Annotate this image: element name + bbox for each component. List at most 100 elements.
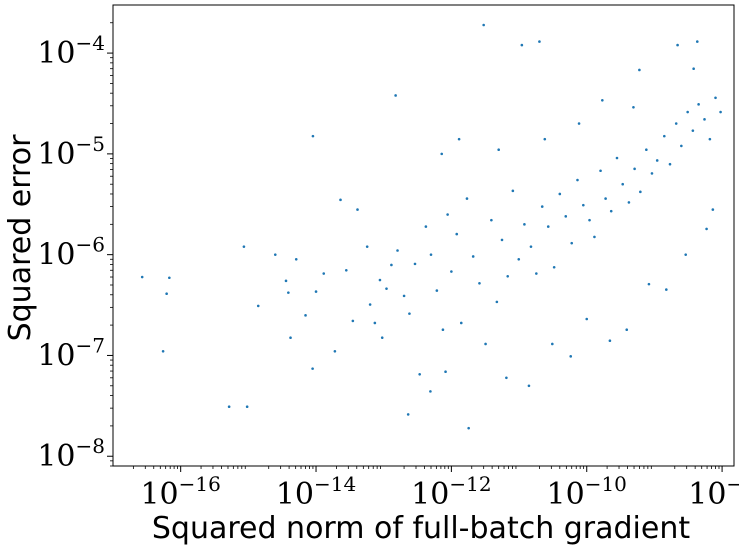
data-point — [457, 137, 461, 141]
data-point — [604, 197, 607, 200]
data-point — [697, 103, 700, 106]
data-point — [714, 96, 717, 100]
x-axis-label: Squared norm of full-batch gradient — [152, 511, 690, 546]
data-point — [497, 148, 500, 151]
y-tick-label: 10−6 — [37, 233, 105, 273]
data-point — [523, 223, 526, 226]
data-point — [368, 303, 372, 306]
data-point — [373, 321, 377, 325]
data-point — [351, 319, 355, 323]
data-point — [569, 355, 573, 358]
data-point — [645, 148, 648, 151]
data-point — [394, 94, 397, 97]
data-point — [625, 328, 629, 332]
data-point — [465, 197, 469, 200]
data-point — [365, 245, 369, 248]
data-point — [284, 279, 288, 283]
data-point — [424, 225, 428, 228]
data-point — [294, 257, 298, 261]
data-point — [344, 268, 348, 272]
data-point — [322, 272, 326, 275]
y-tick-label: 10−5 — [37, 132, 105, 172]
data-point — [588, 218, 591, 222]
data-point — [140, 275, 144, 279]
data-point — [633, 167, 636, 171]
data-point — [380, 336, 384, 340]
data-point — [482, 23, 485, 27]
data-point — [450, 270, 453, 273]
data-point — [289, 336, 292, 340]
data-point — [440, 152, 444, 156]
y-axis-ticks: 10−8 10−7 10−6 10−5 10−4 — [37, 22, 113, 474]
data-point — [540, 205, 544, 208]
y-tick-label: 10−4 — [37, 31, 105, 71]
data-point — [435, 289, 439, 292]
data-point — [674, 122, 678, 125]
data-point — [703, 118, 706, 121]
data-point — [538, 40, 541, 43]
data-point — [511, 189, 515, 193]
data-points-group — [140, 23, 722, 430]
data-point — [227, 405, 231, 409]
x-tick-label: 10−10 — [547, 472, 627, 512]
data-point — [520, 43, 524, 47]
data-point — [639, 190, 642, 194]
data-point — [406, 413, 410, 416]
x-tick-label: 10−14 — [276, 472, 356, 512]
data-point — [402, 294, 406, 298]
data-point — [165, 292, 168, 295]
data-point — [455, 232, 459, 236]
data-point — [668, 162, 672, 166]
data-point — [552, 265, 556, 269]
data-point — [441, 328, 445, 332]
data-point — [444, 370, 447, 373]
data-point — [608, 339, 612, 343]
data-point — [467, 426, 470, 430]
data-point — [161, 349, 165, 353]
plot-area-frame — [112, 4, 735, 467]
data-point — [570, 241, 574, 245]
data-point — [647, 282, 651, 286]
data-point — [396, 249, 399, 252]
data-point — [676, 43, 679, 47]
data-point — [686, 110, 689, 114]
data-point — [495, 300, 499, 304]
data-point — [429, 390, 432, 393]
data-point — [517, 257, 521, 261]
data-point — [242, 245, 246, 248]
data-point — [632, 105, 635, 109]
y-tick-label: 10−8 — [37, 434, 105, 474]
data-point — [576, 178, 579, 182]
data-point — [615, 156, 619, 160]
x-tick-label: 10−16 — [140, 472, 220, 512]
data-point — [711, 208, 715, 211]
data-point — [558, 192, 562, 196]
data-point — [582, 203, 585, 207]
data-point — [708, 137, 712, 141]
data-point — [446, 213, 449, 216]
data-point — [577, 122, 581, 125]
y-axis-label: Squared error — [3, 134, 38, 341]
data-point — [168, 276, 171, 280]
data-point — [378, 278, 382, 282]
x-axis-ticks: 10−16 10−14 10−12 10−10 10−8 — [132, 466, 739, 512]
data-point — [627, 201, 631, 204]
data-point — [333, 349, 337, 353]
data-point — [609, 209, 613, 213]
data-point — [692, 67, 695, 70]
data-point — [719, 110, 722, 114]
data-point — [663, 134, 666, 138]
data-point — [529, 245, 533, 248]
data-point — [585, 317, 589, 321]
data-point — [505, 376, 508, 380]
data-point — [311, 367, 314, 370]
data-point — [304, 314, 307, 317]
data-point — [314, 290, 318, 293]
data-point — [684, 253, 687, 256]
data-point — [665, 288, 668, 291]
data-point — [390, 263, 393, 267]
data-point — [527, 384, 531, 388]
y-tick-label: 10−7 — [37, 333, 105, 373]
data-point — [506, 275, 510, 278]
